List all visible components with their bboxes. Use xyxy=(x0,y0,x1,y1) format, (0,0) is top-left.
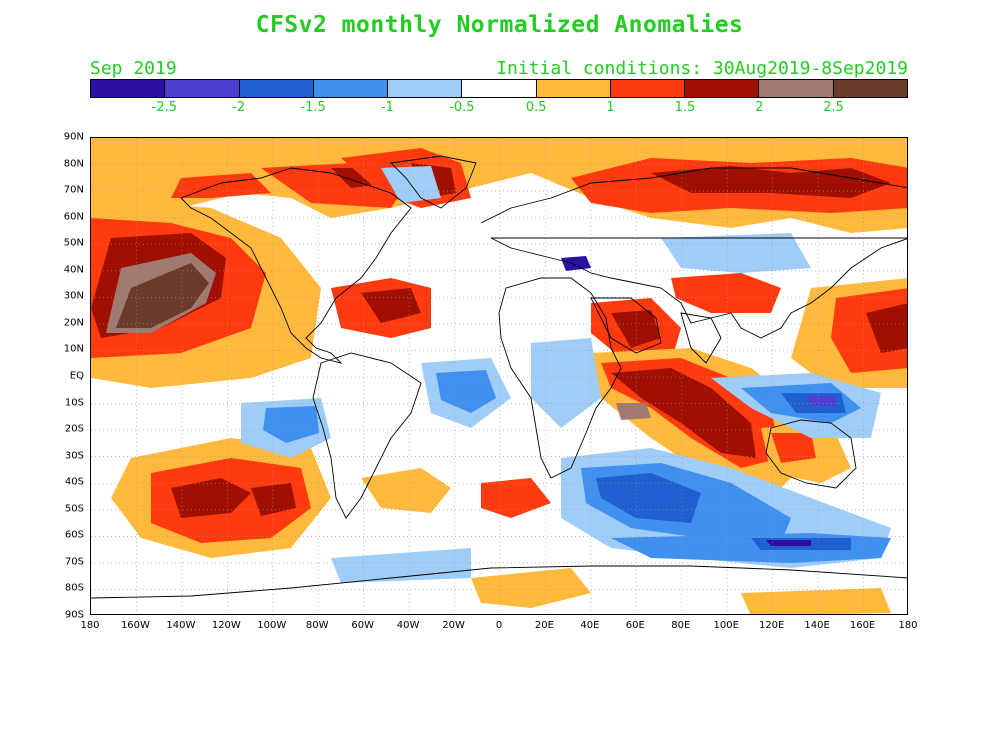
color-scale-tick-label: 1.5 xyxy=(674,100,696,115)
longitude-tick-label: 40W xyxy=(396,620,420,631)
latitude-tick-label: 70N xyxy=(63,184,84,196)
color-swatch xyxy=(388,80,463,97)
color-swatch xyxy=(759,80,834,97)
longitude-tick-label: 20E xyxy=(534,620,554,631)
color-swatch xyxy=(833,80,907,97)
color-swatch xyxy=(536,80,611,97)
longitude-tick-label: 60E xyxy=(625,620,645,631)
latitude-tick-label: 30S xyxy=(64,450,84,462)
grid-lines xyxy=(91,138,907,614)
color-scale-tick-label: 2.5 xyxy=(823,100,844,115)
longitude-tick-label: 0 xyxy=(495,620,503,631)
color-scale-tick-label: -0.5 xyxy=(449,100,475,115)
anomaly-map xyxy=(90,137,908,615)
coastlines xyxy=(91,155,907,599)
initial-conditions: Initial conditions: 30Aug2019-8Sep2019 xyxy=(496,58,908,79)
anomaly-fields xyxy=(91,138,907,614)
latitude-tick-label: 90N xyxy=(63,131,84,143)
latitude-tick-label: 40S xyxy=(64,476,84,488)
latitude-tick-label: 90S xyxy=(64,609,84,621)
longitude-tick-label: 40E xyxy=(580,620,600,631)
longitude-tick-label: 120W xyxy=(211,620,241,631)
latitude-tick-label: 20S xyxy=(64,423,84,435)
color-swatch xyxy=(91,80,166,97)
latitude-tick-label: 20N xyxy=(63,317,84,329)
color-scale-bar xyxy=(90,79,908,98)
longitude-tick-label: 160E xyxy=(849,620,876,631)
latitude-tick-label: 60N xyxy=(63,211,84,223)
longitude-tick-label: 80E xyxy=(671,620,691,631)
latitude-tick-label: 50S xyxy=(64,503,84,515)
latitude-tick-label: 50N xyxy=(63,237,84,249)
color-swatch xyxy=(165,80,240,97)
latitude-tick-label: 40N xyxy=(63,264,84,276)
latitude-tick-label: 30N xyxy=(63,290,84,302)
color-swatch xyxy=(239,80,314,97)
latitude-tick-label: 60S xyxy=(64,529,84,541)
map-canvas xyxy=(91,138,907,614)
longitude-tick-label: 180 xyxy=(898,620,918,631)
color-scale-tick-label: -2.5 xyxy=(151,100,178,115)
longitude-tick-label: 100E xyxy=(713,620,739,631)
latitude-tick-label: 10N xyxy=(63,343,84,355)
color-swatch xyxy=(313,80,389,97)
latitude-tick-label: 80N xyxy=(63,158,84,170)
longitude-tick-label: 120E xyxy=(758,620,785,631)
longitude-tick-label: 140W xyxy=(166,620,196,631)
latitude-tick-label: 10S xyxy=(64,397,84,409)
color-swatch xyxy=(462,80,537,97)
longitude-tick-label: 100W xyxy=(257,620,287,631)
longitude-tick-label: 60W xyxy=(351,620,374,631)
color-swatch xyxy=(685,80,760,97)
longitude-tick-label: 140E xyxy=(804,620,830,631)
color-scale-tick-label: 0.5 xyxy=(525,100,547,115)
color-swatch xyxy=(610,80,686,97)
longitude-tick-label: 160W xyxy=(120,620,150,631)
color-scale-tick-label: 1 xyxy=(606,100,615,115)
latitude-tick-label: EQ xyxy=(69,370,84,382)
forecast-month: Sep 2019 xyxy=(90,58,177,79)
color-scale-tick-label: 2 xyxy=(755,100,764,115)
map-title: CFSv2 monthly Normalized Anomalies xyxy=(255,12,744,38)
color-scale-tick-label: -1 xyxy=(380,100,394,115)
color-scale-tick-label: -1.5 xyxy=(300,100,326,115)
latitude-tick-label: 80S xyxy=(64,582,84,594)
longitude-tick-label: 80W xyxy=(305,620,329,631)
longitude-tick-label: 180 xyxy=(80,620,100,631)
longitude-tick-label: 20W xyxy=(442,620,465,631)
color-scale-tick-label: -2 xyxy=(232,100,246,115)
latitude-tick-label: 70S xyxy=(64,556,84,568)
